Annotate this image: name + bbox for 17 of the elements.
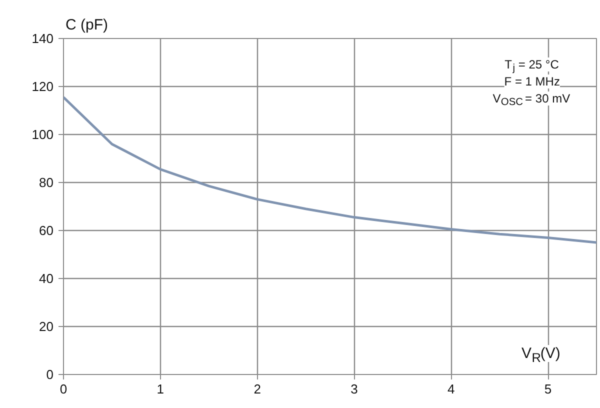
y-tick-label: 80 xyxy=(39,175,54,190)
y-tick-label: 120 xyxy=(32,79,54,94)
x-tick-label: 0 xyxy=(60,382,68,396)
y-tick-label: 0 xyxy=(46,367,54,382)
x-tick-label: 4 xyxy=(448,382,455,396)
y-tick-label: 100 xyxy=(32,127,54,142)
y-tick-label: 20 xyxy=(39,319,54,334)
x-tick-label: 2 xyxy=(254,382,261,396)
y-tick-label: 40 xyxy=(39,271,54,286)
line-series xyxy=(64,96,596,244)
annotation: F = 1 MHz xyxy=(504,74,560,88)
y-tick-label: 60 xyxy=(39,223,54,238)
x-tick-label: 1 xyxy=(156,382,164,396)
y-axis-title: C (pF) xyxy=(66,16,108,34)
x-tick-label: 3 xyxy=(350,382,358,396)
x-tick-label: 5 xyxy=(544,382,552,396)
y-tick-label: 140 xyxy=(32,31,54,46)
